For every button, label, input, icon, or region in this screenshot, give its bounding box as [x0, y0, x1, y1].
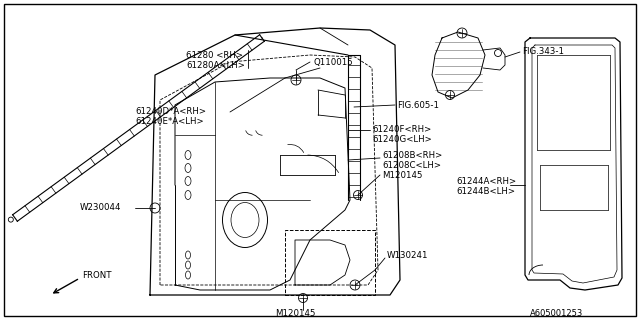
Text: 61240E*A<LH>: 61240E*A<LH>: [135, 117, 204, 126]
Text: 61240D*A<RH>: 61240D*A<RH>: [135, 108, 206, 116]
Text: Q110015: Q110015: [313, 58, 353, 67]
Text: A605001253: A605001253: [530, 308, 583, 317]
Text: FRONT: FRONT: [82, 271, 111, 281]
Bar: [285, 230, 375, 295]
Text: 61240F<RH>: 61240F<RH>: [372, 125, 431, 134]
Text: 61280A<LH>: 61280A<LH>: [186, 60, 245, 69]
Text: M120145: M120145: [275, 308, 316, 317]
Text: 61208C<LH>: 61208C<LH>: [382, 161, 441, 170]
Text: W130241: W130241: [387, 251, 429, 260]
Text: 61280 <RH>: 61280 <RH>: [186, 51, 243, 60]
Text: 61208B<RH>: 61208B<RH>: [382, 150, 442, 159]
Text: FIG.605-1: FIG.605-1: [397, 100, 439, 109]
Text: 61240G<LH>: 61240G<LH>: [372, 135, 432, 145]
Text: 61244B<LH>: 61244B<LH>: [456, 188, 515, 196]
Text: FIG.343-1: FIG.343-1: [522, 47, 564, 57]
Text: M120145: M120145: [382, 171, 422, 180]
Text: W230044: W230044: [80, 204, 122, 212]
Text: 61244A<RH>: 61244A<RH>: [456, 178, 516, 187]
